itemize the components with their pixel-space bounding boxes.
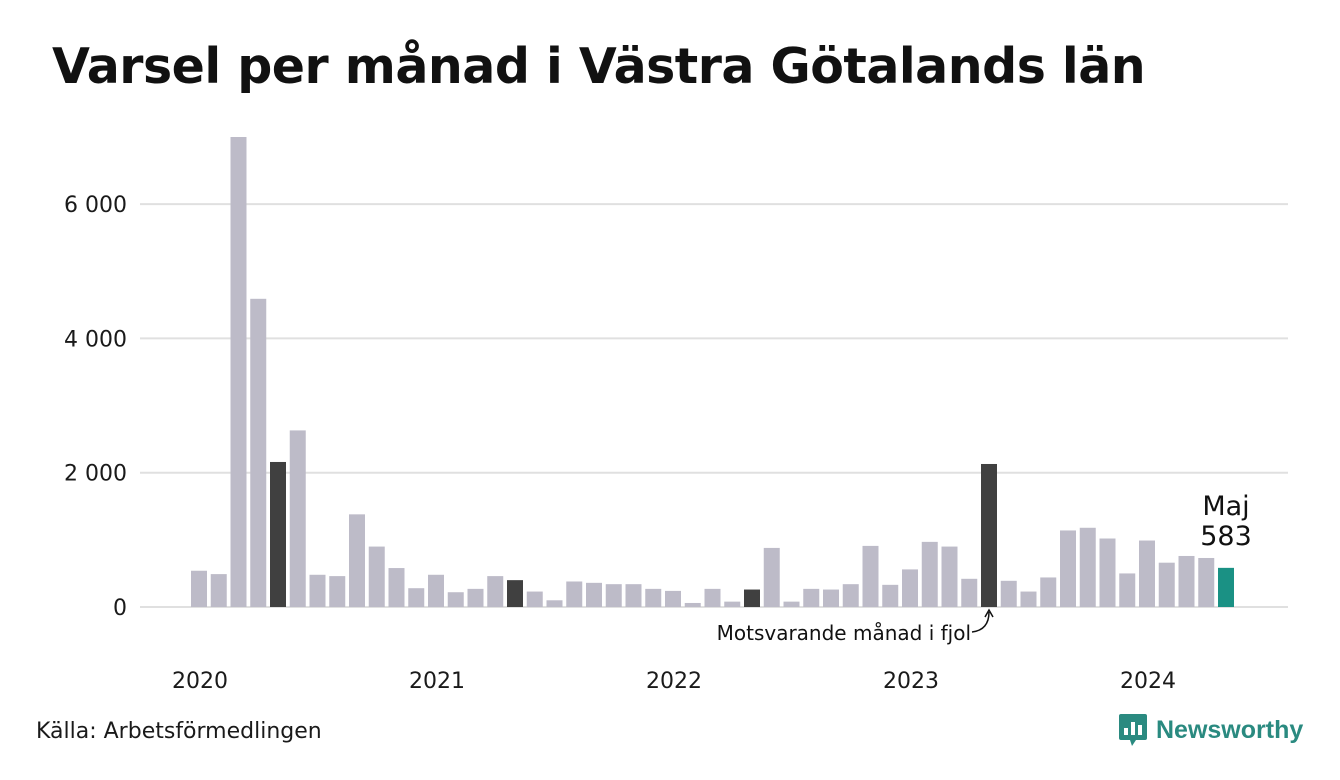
bar — [1099, 538, 1116, 607]
bar — [842, 584, 859, 607]
bar — [250, 298, 267, 607]
y-tick-label: 6 000 — [64, 193, 127, 218]
bar-same-month-last-year — [744, 589, 760, 607]
bar — [763, 547, 780, 607]
bar-current-month — [1218, 567, 1234, 607]
x-tick-label: 2024 — [1120, 669, 1176, 694]
x-tick-label: 2023 — [883, 669, 939, 694]
note-arrow — [971, 611, 990, 633]
bar — [882, 584, 899, 607]
bar — [388, 568, 405, 607]
x-tick-label: 2022 — [646, 669, 702, 694]
bar — [1000, 580, 1017, 607]
bar-same-month-last-year — [270, 461, 286, 607]
newsworthy-logo-icon — [1119, 714, 1147, 746]
bars — [191, 137, 1234, 607]
brand-logo: Newsworthy — [1118, 712, 1303, 748]
x-tick-label: 2021 — [409, 669, 465, 694]
bar — [1020, 591, 1037, 607]
bar — [487, 576, 504, 607]
bar — [605, 584, 622, 607]
gridlines — [140, 203, 1288, 608]
bar — [704, 588, 721, 607]
x-tick-label: 2020 — [172, 669, 228, 694]
bar — [823, 589, 839, 607]
bar — [1178, 555, 1195, 607]
bar — [230, 137, 247, 607]
bar-same-month-last-year — [981, 463, 997, 607]
bar — [724, 601, 741, 607]
current-month-label: Maj — [1202, 491, 1249, 522]
y-tick-label: 0 — [113, 596, 127, 621]
bar — [961, 578, 978, 607]
bar — [368, 546, 385, 607]
bar — [941, 546, 958, 607]
bar — [665, 590, 681, 607]
bar — [349, 514, 365, 607]
y-axis-labels: 0 2 000 4 000 6 000 — [64, 193, 127, 621]
chart-title: Varsel per månad i Västra Götalands län — [52, 38, 1146, 95]
bar — [467, 588, 484, 607]
bar — [645, 588, 662, 607]
bar — [1040, 577, 1057, 607]
current-value-label: 583 — [1200, 521, 1252, 552]
same-month-note: Motsvarande månad i fjol — [717, 621, 971, 645]
x-axis-labels: 2020 2021 2022 2023 2024 — [172, 669, 1176, 694]
y-tick-label: 2 000 — [64, 462, 127, 487]
note-arrowhead — [984, 608, 994, 618]
bar — [625, 584, 642, 607]
bar — [921, 541, 938, 607]
bar — [862, 545, 879, 607]
source-note: Källa: Arbetsförmedlingen — [36, 719, 322, 744]
bar — [447, 592, 464, 607]
bar — [526, 591, 543, 607]
bar — [1158, 562, 1175, 607]
bar — [289, 430, 306, 607]
bar — [566, 581, 583, 607]
bar — [586, 582, 602, 607]
bar — [684, 602, 701, 607]
bar — [803, 588, 820, 607]
bar — [1139, 540, 1155, 607]
bar — [210, 574, 227, 607]
bar — [309, 574, 326, 607]
bar — [329, 576, 346, 607]
bar — [783, 601, 800, 607]
bar-chart: 0 2 000 4 000 6 000 2020 2021 2022 2023 2024 Ma… — [64, 137, 1288, 694]
bar — [408, 588, 425, 607]
bar — [428, 574, 444, 607]
bar — [1060, 530, 1076, 607]
bar — [546, 600, 563, 607]
bar — [1079, 527, 1096, 607]
bar — [1198, 557, 1215, 607]
bar — [1119, 573, 1136, 607]
bar — [902, 569, 918, 607]
bar — [191, 570, 207, 607]
y-tick-label: 4 000 — [64, 327, 127, 352]
brand-name: Newsworthy — [1156, 715, 1304, 744]
bar-same-month-last-year — [507, 580, 523, 607]
